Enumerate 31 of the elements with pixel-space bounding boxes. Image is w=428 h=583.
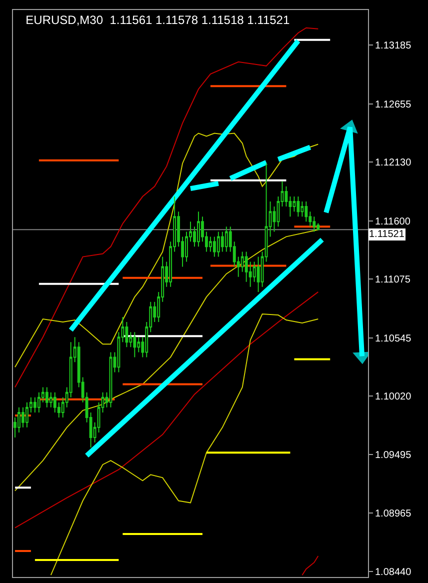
y-tick-label: 1.10020 xyxy=(375,392,412,403)
ref-line-label: 1.11521 xyxy=(369,229,405,240)
candlestick xyxy=(304,201,308,222)
line-series xyxy=(14,291,319,528)
y-tick-label: 1.11600 xyxy=(375,216,411,228)
y-tick-label: 1.11075 xyxy=(375,274,411,286)
candlestick xyxy=(37,392,40,413)
line-series xyxy=(302,556,319,576)
candlestick xyxy=(133,332,136,358)
candlestick xyxy=(292,196,296,212)
y-tick-label: 1.08965 xyxy=(375,508,412,520)
candlestick xyxy=(45,386,48,408)
candlestick xyxy=(216,231,220,258)
y-tick-label: 1.08440 xyxy=(375,566,412,578)
candlestick xyxy=(18,406,20,434)
y-tick-label: 1.12655 xyxy=(375,99,412,110)
y-tick-label: 1.13185 xyxy=(375,40,412,52)
line-series xyxy=(50,314,319,576)
y-tick-label: 1.09495 xyxy=(375,450,412,461)
line-series xyxy=(14,229,319,492)
candlestick xyxy=(256,256,260,292)
candlestick xyxy=(25,402,28,428)
line-series xyxy=(14,27,319,388)
candlestick xyxy=(224,226,228,252)
candlestick xyxy=(33,396,36,413)
line-series xyxy=(14,132,319,368)
candlestick xyxy=(296,196,300,218)
y-tick-label: 1.12130 xyxy=(375,158,412,169)
chart-title: EURUSD,M30 1.11561 1.11578 1.11518 1.11521 xyxy=(26,13,290,28)
y-tick-label: 1.10545 xyxy=(375,333,412,344)
candlestick xyxy=(197,211,200,248)
